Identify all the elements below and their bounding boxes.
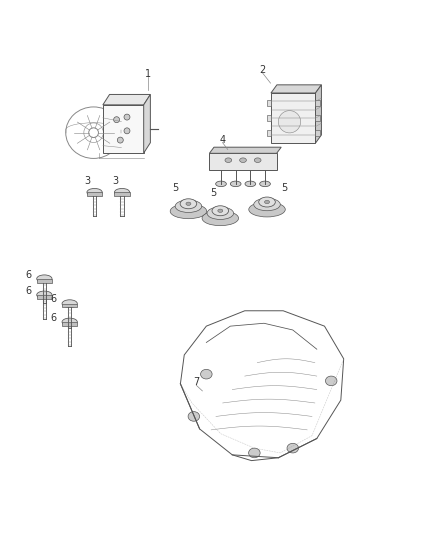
Polygon shape <box>87 192 102 196</box>
Text: 5: 5 <box>281 183 288 193</box>
Ellipse shape <box>87 189 102 196</box>
Text: 6: 6 <box>25 286 31 296</box>
Ellipse shape <box>254 158 261 163</box>
Polygon shape <box>114 192 130 196</box>
Ellipse shape <box>325 376 337 386</box>
Text: 1: 1 <box>145 69 152 78</box>
Polygon shape <box>103 94 150 105</box>
Ellipse shape <box>37 275 52 282</box>
Polygon shape <box>144 94 150 153</box>
Text: 2: 2 <box>260 65 266 75</box>
Ellipse shape <box>254 198 280 211</box>
Polygon shape <box>37 279 52 282</box>
Ellipse shape <box>218 209 223 213</box>
Text: 4: 4 <box>219 135 226 145</box>
Bar <box>209 154 277 170</box>
Polygon shape <box>62 322 78 326</box>
Bar <box>315 100 320 107</box>
Bar <box>315 130 320 136</box>
Bar <box>266 100 271 107</box>
Ellipse shape <box>259 197 276 207</box>
Ellipse shape <box>249 202 285 217</box>
Ellipse shape <box>225 158 232 163</box>
Ellipse shape <box>114 189 130 196</box>
Ellipse shape <box>186 202 191 205</box>
Ellipse shape <box>170 204 207 219</box>
Circle shape <box>124 128 130 134</box>
Text: 7: 7 <box>193 377 199 387</box>
Ellipse shape <box>62 300 78 308</box>
Bar <box>103 105 144 153</box>
Polygon shape <box>315 85 321 143</box>
Text: 5: 5 <box>172 183 178 193</box>
Ellipse shape <box>212 206 229 216</box>
Text: 6: 6 <box>50 294 56 304</box>
Ellipse shape <box>230 181 241 187</box>
Circle shape <box>124 114 130 120</box>
Ellipse shape <box>202 211 239 225</box>
Ellipse shape <box>215 181 226 187</box>
Ellipse shape <box>201 369 212 379</box>
Text: 3: 3 <box>113 176 119 186</box>
Bar <box>271 93 315 143</box>
Circle shape <box>113 117 120 123</box>
Polygon shape <box>37 295 52 298</box>
Text: 5: 5 <box>210 188 216 198</box>
Bar <box>315 115 320 122</box>
Circle shape <box>117 137 123 143</box>
Polygon shape <box>209 147 281 154</box>
Ellipse shape <box>265 200 269 204</box>
Ellipse shape <box>240 158 247 163</box>
Text: 3: 3 <box>84 176 90 186</box>
Text: 6: 6 <box>25 270 31 280</box>
Ellipse shape <box>188 411 200 421</box>
Text: 6: 6 <box>50 312 56 322</box>
Polygon shape <box>271 85 321 93</box>
Polygon shape <box>62 304 78 308</box>
Ellipse shape <box>207 207 233 220</box>
Circle shape <box>279 111 300 133</box>
Bar <box>266 115 271 122</box>
Ellipse shape <box>260 181 270 187</box>
Ellipse shape <box>245 181 256 187</box>
Ellipse shape <box>180 199 197 209</box>
Ellipse shape <box>175 200 202 213</box>
Ellipse shape <box>37 291 52 298</box>
Ellipse shape <box>249 448 260 458</box>
Bar <box>266 130 271 136</box>
Ellipse shape <box>62 318 78 326</box>
Ellipse shape <box>287 443 299 453</box>
